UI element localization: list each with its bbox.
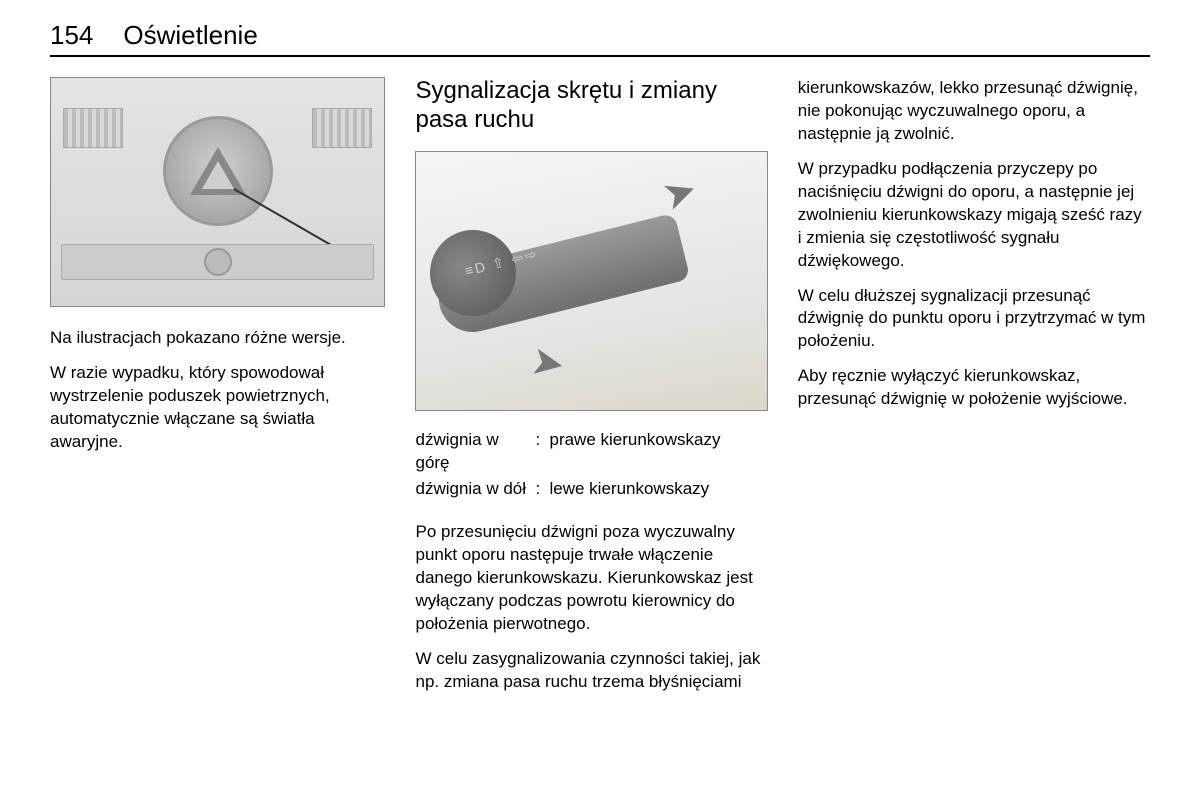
paragraph: W celu dłuższej sygnalizacji przesunąć d… bbox=[798, 285, 1150, 354]
column-middle: Sygnalizacja skrętu i zmiany pasa ruchu … bbox=[415, 77, 767, 706]
paragraph: kierunkowskazów, lekko przesunąć dźwigni… bbox=[798, 77, 1150, 146]
paragraph: W przypadku podłączenia przyczepy po nac… bbox=[798, 158, 1150, 273]
page-number: 154 bbox=[50, 20, 93, 51]
chapter-title: Oświetlenie bbox=[123, 20, 257, 51]
paragraph: Na ilustracjach pokazano różne wersje. bbox=[50, 327, 385, 350]
hazard-triangle-icon bbox=[163, 116, 273, 226]
definition-table: dźwignia w górę : prawe kierunkowskazy d… bbox=[415, 429, 767, 506]
page-header: 154 Oświetlenie bbox=[50, 20, 1150, 57]
def-colon: : bbox=[535, 478, 549, 505]
def-term: dźwignia w górę bbox=[415, 429, 535, 479]
def-term: dźwignia w dół bbox=[415, 478, 535, 505]
figure-hazard-button bbox=[50, 77, 385, 307]
content-columns: Na ilustracjach pokazano różne wersje. W… bbox=[50, 77, 1150, 706]
def-value: lewe kierunkowskazy bbox=[549, 478, 767, 505]
section-heading: Sygnalizacja skrętu i zmiany pasa ruchu bbox=[415, 77, 767, 135]
paragraph: Po przesunięciu dźwigni poza wyczuwalny … bbox=[415, 521, 767, 636]
column-left: Na ilustracjach pokazano różne wersje. W… bbox=[50, 77, 385, 706]
paragraph: W razie wypadku, który spowodował wystrz… bbox=[50, 362, 385, 454]
def-value: prawe kierunkowskazy bbox=[549, 429, 767, 479]
table-row: dźwignia w górę : prawe kierunkowskazy bbox=[415, 429, 767, 479]
table-row: dźwignia w dół : lewe kierunkowskazy bbox=[415, 478, 767, 505]
column-right: kierunkowskazów, lekko przesunąć dźwigni… bbox=[798, 77, 1150, 706]
def-colon: : bbox=[535, 429, 549, 479]
paragraph: Aby ręcznie wyłączyć kierunkowskaz, prze… bbox=[798, 365, 1150, 411]
figure-turn-signal-stalk: ≡D ⇧ ⇦⇨ ➤ ➤ bbox=[415, 151, 767, 411]
paragraph: W celu zasygnalizowania czynności takiej… bbox=[415, 648, 767, 694]
